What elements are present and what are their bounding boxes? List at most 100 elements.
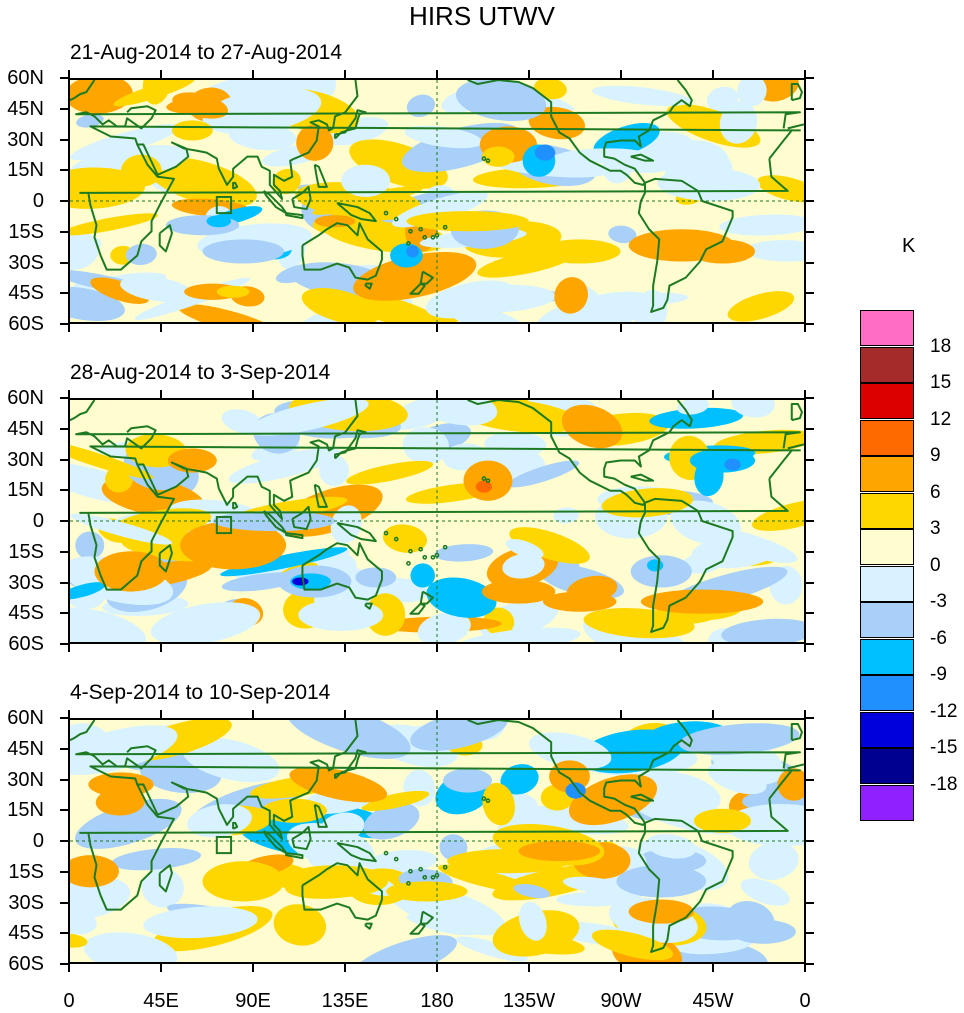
coastline (291, 185, 312, 211)
anomaly-blob (406, 913, 477, 936)
lat-tick-label: 0 (32, 510, 44, 532)
coastline (262, 510, 288, 535)
colorbar-level-label: -15 (930, 737, 958, 758)
island (408, 868, 413, 874)
anomaly-blob (518, 841, 601, 862)
anomaly-blob (737, 80, 767, 107)
island (422, 554, 428, 560)
axis-tick (68, 964, 70, 972)
axis-tick (712, 324, 714, 332)
axis-tick (806, 230, 814, 233)
anomaly-blob (349, 139, 448, 189)
anomaly-blob (591, 85, 692, 106)
anomaly-blob (186, 804, 252, 838)
axis-tick (806, 200, 814, 202)
coastline (787, 763, 804, 770)
colorbar-swatch (860, 492, 914, 529)
island (481, 476, 487, 482)
colorbar-swatch (860, 310, 914, 346)
axis-tick (68, 710, 70, 718)
axis-tick (60, 489, 68, 492)
anomaly-blob (745, 240, 804, 262)
coastline (630, 793, 655, 802)
island (485, 478, 491, 484)
island (383, 210, 389, 216)
axis-tick (806, 520, 814, 522)
anomaly-blob (418, 400, 498, 426)
axis-tick (620, 710, 622, 718)
panel-1-title: 21-Aug-2014 to 27-Aug-2014 (70, 41, 343, 64)
axis-tick (528, 70, 530, 78)
anomaly-blob (171, 120, 213, 141)
axis-tick (806, 581, 814, 584)
anomaly-map-svg (70, 80, 804, 322)
axis-tick (160, 70, 162, 78)
axis-tick (252, 710, 254, 718)
coastline (334, 429, 367, 460)
axis-tick (344, 70, 346, 78)
anomaly-blob (740, 878, 790, 906)
coastline (70, 400, 96, 422)
axis-tick (806, 643, 814, 645)
map-panel-1 (68, 78, 806, 324)
anomaly-blob (482, 782, 515, 826)
island (383, 850, 389, 856)
lat-tick-label: 0 (32, 190, 44, 212)
island (442, 544, 448, 550)
axis-tick (60, 427, 68, 430)
axis-tick (344, 964, 346, 972)
coastline (790, 723, 803, 742)
axis-tick (160, 324, 162, 332)
axis-tick (60, 230, 68, 233)
lat-tick-label: 15S (8, 540, 44, 563)
anomaly-blob (363, 802, 420, 840)
axis-tick (436, 964, 438, 972)
coastline (291, 505, 312, 531)
axis-tick (60, 612, 68, 615)
axis-tick (712, 390, 714, 398)
island (408, 228, 413, 234)
lat-tick-label: 0 (32, 830, 44, 852)
anomaly-blob (70, 875, 131, 921)
anomaly-blob (206, 215, 232, 228)
anomaly-blob (561, 404, 623, 449)
coastline (158, 544, 173, 573)
axis-tick (68, 70, 70, 78)
axis-tick (806, 932, 814, 935)
anomaly-blob (90, 277, 149, 304)
axis-tick (252, 644, 254, 652)
anomaly-blob (180, 521, 287, 570)
anomaly-blob (689, 448, 756, 473)
colorbar-swatch (860, 748, 914, 784)
colorbar-level-label: -3 (930, 591, 947, 612)
anomaly-blob (406, 245, 419, 258)
anomaly-blob (641, 771, 721, 813)
axis-tick (620, 644, 622, 652)
anomaly-blob (147, 157, 257, 208)
anomaly-blob (724, 458, 741, 471)
anomaly-blob (756, 175, 804, 203)
anomaly-blob (298, 599, 384, 631)
anomaly-blob (426, 577, 497, 618)
anomaly-blob (649, 407, 744, 429)
axis-tick (60, 458, 68, 461)
anomaly-blob (628, 899, 694, 924)
axis-tick (806, 458, 814, 461)
anomaly-blob (70, 725, 178, 776)
axis-tick (160, 710, 162, 718)
coastline (467, 720, 693, 826)
island (418, 226, 424, 232)
anomaly-blob (355, 567, 397, 588)
coastline (75, 105, 801, 130)
axis-tick (804, 390, 806, 398)
anomaly-blob (70, 167, 145, 209)
lat-tick-label: 45S (8, 922, 44, 945)
axis-tick (68, 390, 70, 398)
lon-tick-label: 45W (692, 990, 734, 1012)
anomaly-blob (439, 284, 556, 313)
axis-tick (806, 963, 814, 965)
anomaly-blob (365, 593, 406, 636)
island (434, 232, 440, 238)
anomaly-blob (509, 527, 590, 564)
axis-tick (806, 612, 814, 615)
